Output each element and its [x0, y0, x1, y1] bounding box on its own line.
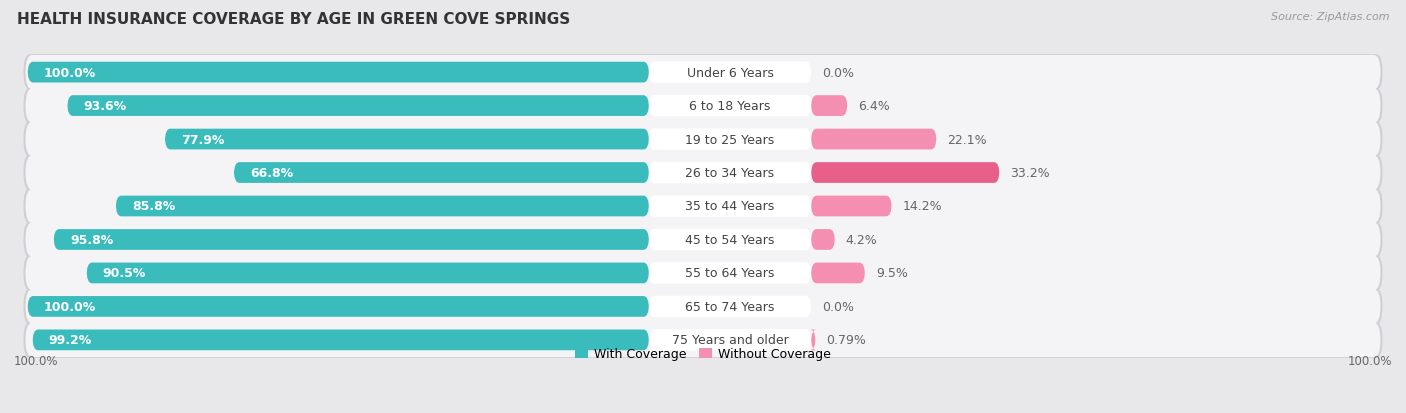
FancyBboxPatch shape	[32, 330, 650, 350]
Text: 0.79%: 0.79%	[827, 334, 866, 347]
FancyBboxPatch shape	[53, 230, 650, 250]
FancyBboxPatch shape	[28, 296, 650, 317]
FancyBboxPatch shape	[25, 256, 1381, 290]
Text: 100.0%: 100.0%	[1347, 354, 1392, 367]
Text: 55 to 64 Years: 55 to 64 Years	[685, 267, 775, 280]
FancyBboxPatch shape	[25, 89, 1381, 123]
Text: 66.8%: 66.8%	[250, 166, 294, 180]
FancyBboxPatch shape	[165, 129, 650, 150]
FancyBboxPatch shape	[87, 263, 650, 284]
Text: 19 to 25 Years: 19 to 25 Years	[685, 133, 775, 146]
FancyBboxPatch shape	[811, 230, 835, 250]
FancyBboxPatch shape	[811, 196, 891, 217]
FancyBboxPatch shape	[25, 290, 1381, 324]
FancyBboxPatch shape	[650, 229, 811, 251]
FancyBboxPatch shape	[650, 196, 811, 217]
FancyBboxPatch shape	[25, 323, 1381, 357]
Text: 90.5%: 90.5%	[103, 267, 146, 280]
Text: 9.5%: 9.5%	[876, 267, 908, 280]
Text: Under 6 Years: Under 6 Years	[686, 66, 773, 79]
Text: 99.2%: 99.2%	[49, 334, 91, 347]
FancyBboxPatch shape	[811, 96, 848, 117]
FancyBboxPatch shape	[650, 96, 811, 117]
Text: 100.0%: 100.0%	[44, 300, 96, 313]
Text: 35 to 44 Years: 35 to 44 Years	[685, 200, 775, 213]
FancyBboxPatch shape	[650, 263, 811, 284]
FancyBboxPatch shape	[811, 129, 936, 150]
Text: 0.0%: 0.0%	[823, 66, 853, 79]
FancyBboxPatch shape	[25, 223, 1381, 257]
Text: 65 to 74 Years: 65 to 74 Years	[685, 300, 775, 313]
Text: 14.2%: 14.2%	[903, 200, 942, 213]
FancyBboxPatch shape	[811, 163, 1000, 183]
FancyBboxPatch shape	[24, 55, 1382, 91]
Text: 85.8%: 85.8%	[132, 200, 176, 213]
FancyBboxPatch shape	[233, 163, 650, 183]
FancyBboxPatch shape	[115, 196, 650, 217]
FancyBboxPatch shape	[811, 263, 865, 284]
Text: 26 to 34 Years: 26 to 34 Years	[686, 166, 775, 180]
Text: Source: ZipAtlas.com: Source: ZipAtlas.com	[1271, 12, 1389, 22]
Text: 33.2%: 33.2%	[1011, 166, 1050, 180]
Text: 95.8%: 95.8%	[70, 233, 112, 247]
Text: 0.0%: 0.0%	[823, 300, 853, 313]
FancyBboxPatch shape	[25, 190, 1381, 223]
Text: 100.0%: 100.0%	[14, 354, 59, 367]
FancyBboxPatch shape	[24, 222, 1382, 258]
FancyBboxPatch shape	[810, 330, 817, 350]
Text: 93.6%: 93.6%	[83, 100, 127, 113]
Text: 6.4%: 6.4%	[858, 100, 890, 113]
Text: HEALTH INSURANCE COVERAGE BY AGE IN GREEN COVE SPRINGS: HEALTH INSURANCE COVERAGE BY AGE IN GREE…	[17, 12, 569, 27]
Text: 100.0%: 100.0%	[44, 66, 96, 79]
FancyBboxPatch shape	[25, 156, 1381, 190]
FancyBboxPatch shape	[24, 289, 1382, 325]
Legend: With Coverage, Without Coverage: With Coverage, Without Coverage	[575, 347, 831, 361]
Text: 6 to 18 Years: 6 to 18 Years	[689, 100, 770, 113]
FancyBboxPatch shape	[24, 255, 1382, 291]
Text: 75 Years and older: 75 Years and older	[672, 334, 789, 347]
FancyBboxPatch shape	[650, 296, 811, 317]
Text: 4.2%: 4.2%	[845, 233, 877, 247]
FancyBboxPatch shape	[24, 88, 1382, 124]
Text: 45 to 54 Years: 45 to 54 Years	[685, 233, 775, 247]
FancyBboxPatch shape	[28, 63, 650, 83]
FancyBboxPatch shape	[650, 62, 811, 83]
FancyBboxPatch shape	[650, 162, 811, 184]
FancyBboxPatch shape	[24, 189, 1382, 224]
FancyBboxPatch shape	[650, 330, 811, 351]
Text: 77.9%: 77.9%	[181, 133, 225, 146]
FancyBboxPatch shape	[67, 96, 650, 117]
FancyBboxPatch shape	[24, 122, 1382, 158]
FancyBboxPatch shape	[25, 123, 1381, 157]
FancyBboxPatch shape	[24, 155, 1382, 191]
FancyBboxPatch shape	[25, 56, 1381, 90]
FancyBboxPatch shape	[650, 129, 811, 150]
FancyBboxPatch shape	[24, 322, 1382, 358]
Text: 22.1%: 22.1%	[948, 133, 987, 146]
